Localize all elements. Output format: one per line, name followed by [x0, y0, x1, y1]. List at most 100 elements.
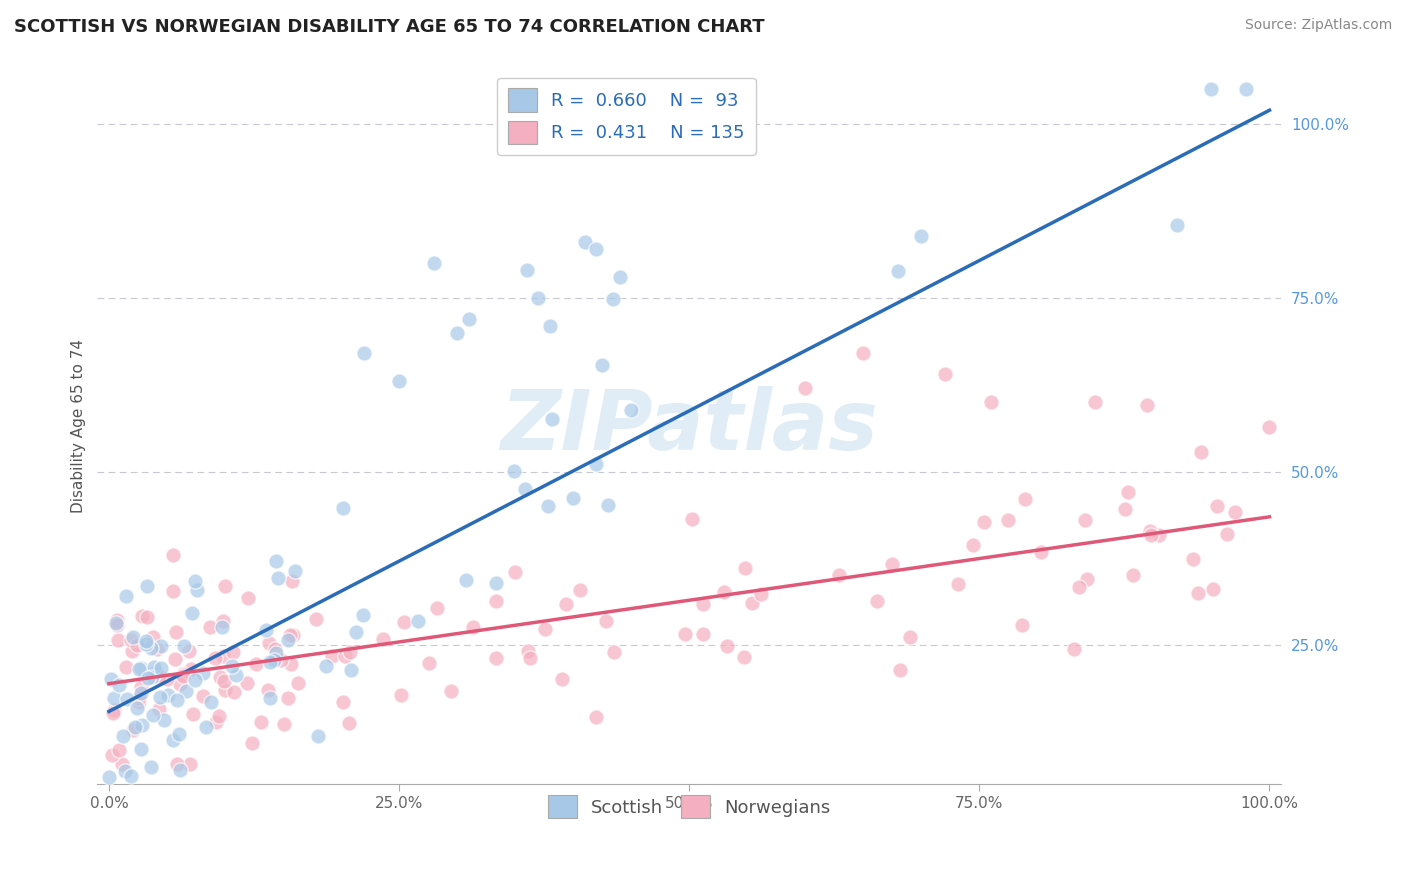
Point: [122, 723, 145, 737]
Point: [125, 701, 148, 715]
Legend: Scottish, Norwegians: Scottish, Norwegians: [540, 788, 838, 825]
Point: [145, 642, 167, 657]
Point: [162, 584, 184, 599]
Point: [136, 671, 159, 685]
Point: [305, 612, 328, 626]
Text: ZIPatlas: ZIPatlas: [501, 386, 879, 467]
Point: [191, 665, 214, 680]
Point: [934, 368, 956, 382]
Point: [595, 614, 617, 628]
Point: [1122, 568, 1144, 582]
Point: [1116, 484, 1139, 499]
Point: [107, 633, 129, 648]
Point: [120, 769, 142, 783]
Point: [889, 663, 911, 677]
Point: [208, 709, 231, 723]
Point: [596, 498, 619, 512]
Point: [585, 457, 607, 471]
Point: [121, 630, 143, 644]
Point: [179, 756, 201, 771]
Point: [191, 689, 214, 703]
Point: [205, 715, 228, 730]
Point: [1014, 492, 1036, 507]
Point: [142, 707, 165, 722]
Point: [250, 715, 273, 730]
Point: [1223, 505, 1246, 519]
Point: [273, 716, 295, 731]
Point: [880, 557, 903, 571]
Point: [135, 610, 157, 624]
Point: [180, 607, 202, 621]
Point: [131, 608, 153, 623]
Point: [153, 713, 176, 727]
Point: [179, 644, 201, 658]
Point: [263, 653, 285, 667]
Point: [485, 575, 508, 590]
Point: [562, 491, 585, 505]
Point: [538, 318, 561, 333]
Point: [100, 672, 122, 686]
Point: [716, 639, 738, 653]
Point: [278, 628, 301, 642]
Point: [101, 747, 124, 762]
Point: [165, 624, 187, 639]
Point: [484, 594, 506, 608]
Text: SCOTTISH VS NORWEGIAN DISABILITY AGE 65 TO 74 CORRELATION CHART: SCOTTISH VS NORWEGIAN DISABILITY AGE 65 …: [14, 18, 765, 36]
Point: [682, 512, 704, 526]
Point: [222, 685, 245, 699]
Point: [280, 657, 302, 672]
Point: [157, 689, 180, 703]
Point: [135, 633, 157, 648]
Point: [1257, 420, 1279, 434]
Point: [389, 689, 412, 703]
Point: [129, 686, 152, 700]
Point: [108, 743, 131, 757]
Point: [214, 673, 236, 688]
Point: [1166, 219, 1188, 233]
Point: [321, 649, 343, 664]
Point: [973, 516, 995, 530]
Point: [513, 482, 536, 496]
Point: [794, 381, 817, 395]
Point: [111, 729, 134, 743]
Point: [98, 771, 121, 785]
Point: [225, 667, 247, 681]
Point: [1201, 582, 1223, 596]
Y-axis label: Disability Age 65 to 74: Disability Age 65 to 74: [72, 340, 86, 514]
Point: [741, 596, 763, 610]
Point: [866, 594, 889, 608]
Point: [103, 703, 125, 717]
Point: [852, 346, 875, 360]
Point: [162, 732, 184, 747]
Point: [211, 648, 233, 663]
Point: [602, 293, 624, 307]
Point: [551, 673, 574, 687]
Point: [1136, 398, 1159, 412]
Point: [194, 720, 217, 734]
Point: [315, 659, 337, 673]
Point: [121, 632, 143, 647]
Point: [129, 680, 152, 694]
Point: [148, 702, 170, 716]
Point: [214, 683, 236, 698]
Point: [1206, 499, 1229, 513]
Point: [167, 727, 190, 741]
Point: [502, 464, 524, 478]
Point: [267, 571, 290, 585]
Point: [131, 717, 153, 731]
Point: [585, 242, 607, 256]
Point: [418, 656, 440, 670]
Point: [141, 670, 163, 684]
Point: [307, 730, 329, 744]
Point: [125, 638, 148, 652]
Point: [135, 637, 157, 651]
Point: [287, 676, 309, 690]
Point: [208, 670, 231, 684]
Point: [1140, 527, 1163, 541]
Point: [910, 229, 932, 244]
Point: [516, 263, 538, 277]
Point: [1139, 524, 1161, 538]
Point: [281, 574, 304, 589]
Point: [111, 756, 134, 771]
Point: [505, 566, 527, 580]
